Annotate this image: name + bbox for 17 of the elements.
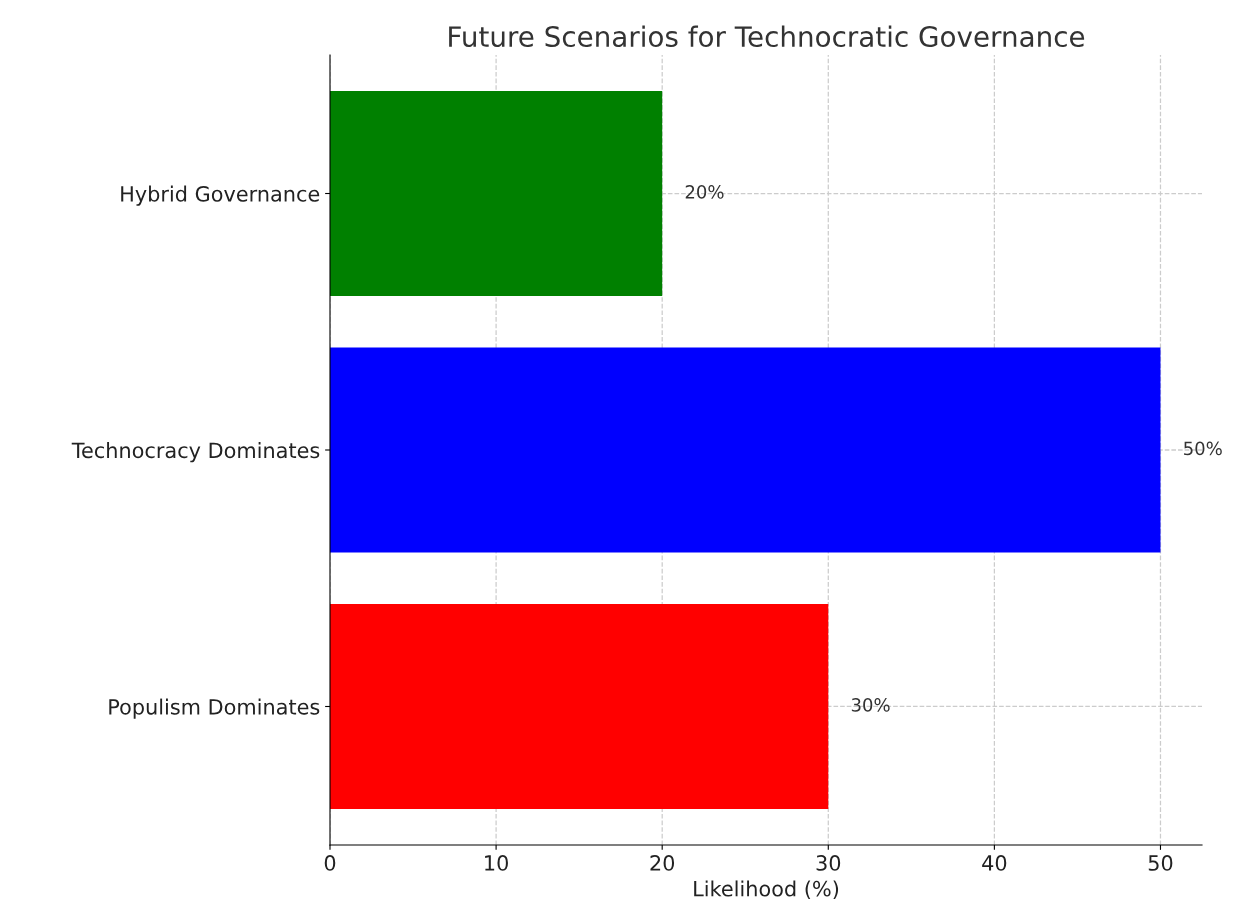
bar <box>330 347 1161 553</box>
y-tick-label: Populism Dominates <box>109 698 320 719</box>
chart-title: Future Scenarios for Technocratic Governance <box>449 25 1085 48</box>
x-tick-label: 20 <box>650 855 675 871</box>
bar <box>330 603 829 810</box>
x-tick-label: 40 <box>982 855 1007 871</box>
y-tick-label: Hybrid Governance <box>121 185 320 206</box>
x-tick-label: 0 <box>324 855 336 871</box>
x-tick-label: 30 <box>816 855 841 871</box>
y-tick-label: Technocracy Dominates <box>71 442 320 463</box>
data-label: 20% <box>685 185 724 199</box>
x-tick-label: 10 <box>485 855 508 871</box>
data-label: 50% <box>1184 441 1222 456</box>
x-axis-title: Likelihood (%) <box>694 880 839 900</box>
x-tick-label: 50 <box>1148 855 1173 871</box>
bar <box>330 90 663 297</box>
data-label: 30% <box>851 698 890 712</box>
